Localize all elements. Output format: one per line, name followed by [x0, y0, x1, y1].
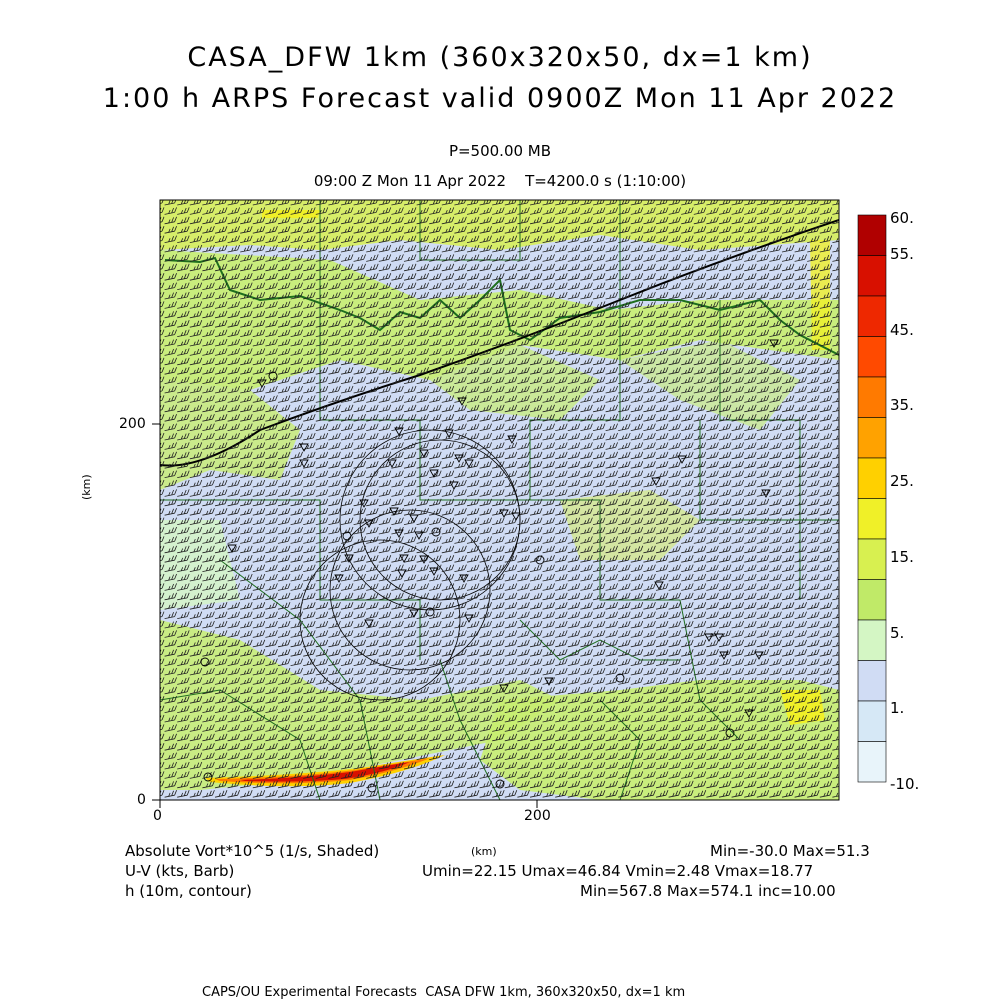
- x-tick-200: 200: [524, 808, 551, 824]
- legend-wind: U-V (kts, Barb): [125, 862, 235, 880]
- colorbar-swatch: [857, 741, 887, 783]
- y-axis-label: (km): [80, 474, 93, 500]
- colorbar-swatch: [857, 660, 887, 702]
- colorbar-label-15: 15.: [890, 548, 914, 566]
- footer-credit: CAPS/OU Experimental Forecasts CASA DFW …: [202, 985, 686, 1000]
- colorbar-swatch: [857, 619, 887, 661]
- colorbar-label-1: 1.: [890, 699, 905, 717]
- y-tick-200: 200: [119, 416, 146, 432]
- plot-title-line2: 1:00 h ARPS Forecast valid 0900Z Mon 11 …: [102, 83, 898, 114]
- colorbar-swatch: [857, 376, 887, 418]
- colorbar-label-25: 25.: [890, 472, 914, 490]
- plot-frame: [159, 199, 840, 801]
- wind-barb-grid: [160, 200, 839, 798]
- colorbar-swatch: [857, 417, 887, 459]
- pressure-level: P=500.00 MB: [448, 142, 552, 160]
- colorbar-swatch: [857, 336, 887, 378]
- y-tick-0: 0: [137, 792, 146, 808]
- colorbar-swatch: [857, 295, 887, 337]
- axis-ticks: [152, 423, 538, 808]
- colorbar-swatch: [857, 255, 887, 297]
- colorbar-swatch: [857, 538, 887, 580]
- colorbar-label-55: 55.: [890, 245, 914, 263]
- station-markers: [200, 339, 779, 793]
- colorbar-label-35: 35.: [890, 396, 914, 414]
- colorbar-swatch: [857, 579, 887, 621]
- colorbar-label-60: 60.: [890, 209, 914, 227]
- legend-vorticity: Absolute Vort*10^5 (1/s, Shaded): [125, 842, 380, 860]
- colorbar-swatch: [857, 214, 887, 256]
- colorbar-swatch: [857, 700, 887, 742]
- plot-title-line1: CASA_DFW 1km (360x320x50, dx=1 km): [187, 42, 813, 73]
- legend-height: h (10m, contour): [125, 882, 252, 900]
- legend-vorticity-stats: Min=-30.0 Max=51.3: [710, 842, 870, 860]
- x-tick-0: 0: [153, 808, 162, 824]
- valid-time: 09:00 Z Mon 11 Apr 2022 T=4200.0 s (1:10…: [313, 172, 687, 190]
- legend-height-stats: Min=567.8 Max=574.1 inc=10.00: [580, 882, 836, 900]
- colorbar: [857, 214, 887, 783]
- wind-barbs: [160, 200, 839, 798]
- boundary-lines: [160, 200, 839, 800]
- colorbar-label-minus10: -10.: [890, 775, 920, 793]
- legend-wind-stats: Umin=22.15 Umax=46.84 Vmin=2.48 Vmax=18.…: [422, 862, 814, 880]
- colorbar-label-45: 45.: [890, 321, 914, 339]
- colorbar-swatch: [857, 498, 887, 540]
- colorbar-label-5: 5.: [890, 624, 905, 642]
- colorbar-swatch: [857, 457, 887, 499]
- x-axis-label: (km): [471, 845, 497, 858]
